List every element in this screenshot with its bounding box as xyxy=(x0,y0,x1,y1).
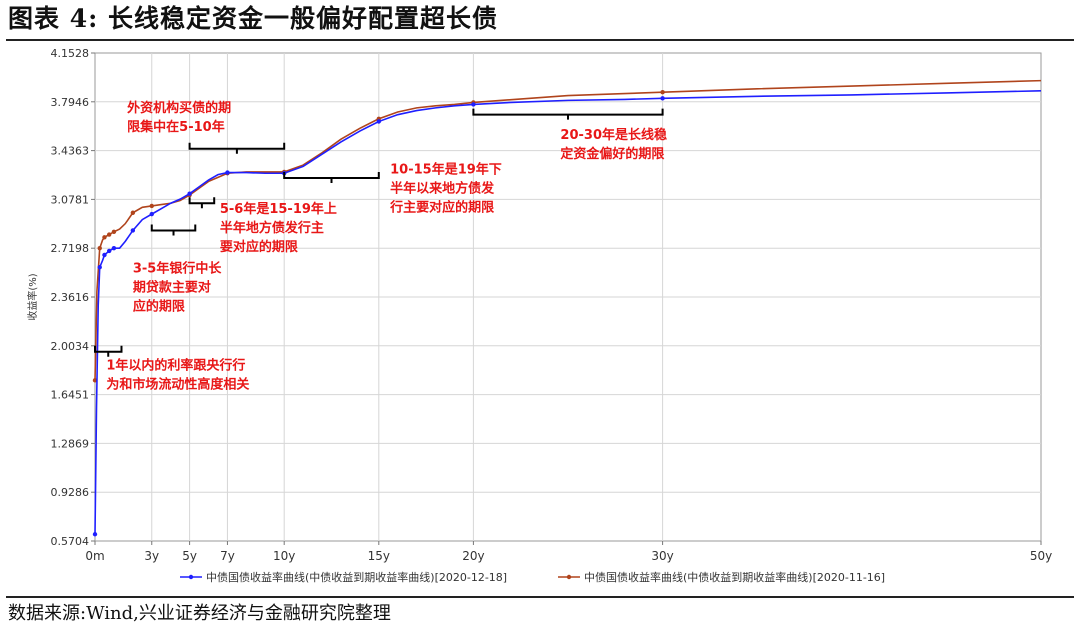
annotation-text: 20-30年是长线稳 xyxy=(560,127,667,143)
x-tick-label: 10y xyxy=(273,549,295,563)
x-tick-label: 5y xyxy=(182,549,197,563)
legend-marker-0 xyxy=(188,574,194,580)
annotation-text: 1年以内的利率跟央行行 xyxy=(106,357,245,373)
y-tick-label: 2.0034 xyxy=(51,340,90,353)
legend-label-1: 中债国债收益率曲线(中债收益到期收益率曲线)[2020-11-16] xyxy=(584,570,885,584)
series-marker-0 xyxy=(225,170,230,175)
series-marker-0 xyxy=(376,119,381,124)
title-rule xyxy=(6,39,1074,41)
annotation-bracket-3 xyxy=(188,142,286,154)
annotation-text: 要对应的期限 xyxy=(220,239,299,255)
annotation-text: 5-6年是15-19年上 xyxy=(220,201,337,217)
x-tick-label: 20y xyxy=(462,549,484,563)
annotation-bracket-5 xyxy=(472,108,664,120)
annotation-bracket-2 xyxy=(188,197,216,209)
annotation-text: 10-15年是19年下 xyxy=(390,161,502,177)
x-tick-label: 0m xyxy=(85,549,104,563)
y-tick-label: 3.4363 xyxy=(51,145,90,158)
y-tick-label: 2.7198 xyxy=(51,242,90,255)
y-tick-label: 2.3616 xyxy=(51,291,90,304)
y-tick-label: 1.6451 xyxy=(51,389,90,402)
series-marker-1 xyxy=(92,378,98,383)
annotation-text: 限集中在5-10年 xyxy=(127,119,225,135)
y-tick-label: 3.7946 xyxy=(51,96,90,109)
y-axis-label: 收益率(%) xyxy=(26,273,39,320)
legend-marker-1 xyxy=(566,574,572,580)
x-tick-label: 15y xyxy=(368,549,390,563)
x-tick-label: 7y xyxy=(220,549,235,563)
yield-curve-chart: 0.5704 0.9286 1.2869 1.6451 2.0034 2.3616 2.71… xyxy=(26,47,1052,584)
y-tick-label: 0.5704 xyxy=(51,535,90,548)
annotation-text: 应的期限 xyxy=(133,299,186,315)
annotation-bracket-1 xyxy=(150,224,197,236)
annotation-text: 半年以来地方债发 xyxy=(390,180,495,196)
annotation-text: 期贷款主要对 xyxy=(133,280,211,296)
y-tick-label: 0.9286 xyxy=(51,486,90,499)
series-layer xyxy=(92,79,1042,537)
series-marker-0 xyxy=(92,532,98,537)
series-marker-1 xyxy=(660,90,665,95)
series-marker-1 xyxy=(97,245,102,251)
annotation-text: 半年地方债发行主 xyxy=(220,220,324,236)
series-marker-1 xyxy=(111,229,117,235)
x-axis-ticks: 0m 3y 5y 7y 10y 15y 20y 30y 50y xyxy=(85,541,1052,563)
series-marker-1 xyxy=(149,203,154,209)
series-marker-0 xyxy=(130,228,136,233)
series-marker-1 xyxy=(106,232,112,237)
y-tick-label: 3.0781 xyxy=(51,193,90,206)
figure-title: 图表 4: 长线稳定资金一般偏好配置超长债 xyxy=(8,4,499,33)
y-axis-ticks: 0.5704 0.9286 1.2869 1.6451 2.0034 2.3616 2.71… xyxy=(51,47,95,548)
data-source: 数据来源:Wind,兴业证券经济与金融研究院整理 xyxy=(8,603,391,624)
y-tick-label: 4.1528 xyxy=(51,47,90,60)
series-marker-0 xyxy=(149,211,154,217)
legend-label-0: 中债国债收益率曲线(中债收益到期收益率曲线)[2020-12-18] xyxy=(206,570,507,584)
series-marker-0 xyxy=(106,248,112,254)
annotation-text: 3-5年银行中长 xyxy=(133,261,222,277)
x-gridlines xyxy=(151,53,664,541)
series-marker-0 xyxy=(187,191,192,196)
series-marker-0 xyxy=(111,245,117,251)
source-rule xyxy=(6,596,1074,598)
annotation-bracket-4 xyxy=(283,172,380,184)
annotation-text: 外资机构买债的期 xyxy=(126,100,231,116)
x-tick-label: 3y xyxy=(144,549,159,563)
annotation-text: 为和市场流动性高度相关 xyxy=(106,376,249,392)
series-marker-1 xyxy=(130,210,136,215)
series-marker-0 xyxy=(660,96,665,101)
y-tick-label: 1.2869 xyxy=(51,437,90,450)
annotation-text: 行主要对应的期限 xyxy=(389,199,495,215)
annotation-text: 定资金偏好的期限 xyxy=(559,146,665,162)
x-tick-label: 30y xyxy=(651,549,673,563)
x-tick-label: 50y xyxy=(1030,549,1052,563)
legend: 中债国债收益率曲线(中债收益到期收益率曲线)[2020-12-18] 中债国债收益… xyxy=(180,570,885,584)
series-marker-0 xyxy=(97,265,102,270)
series-marker-1 xyxy=(102,235,107,240)
y-gridlines xyxy=(95,101,1041,493)
annotation-bracket-0 xyxy=(94,345,123,357)
series-marker-0 xyxy=(102,252,107,258)
series-marker-0 xyxy=(471,102,476,107)
